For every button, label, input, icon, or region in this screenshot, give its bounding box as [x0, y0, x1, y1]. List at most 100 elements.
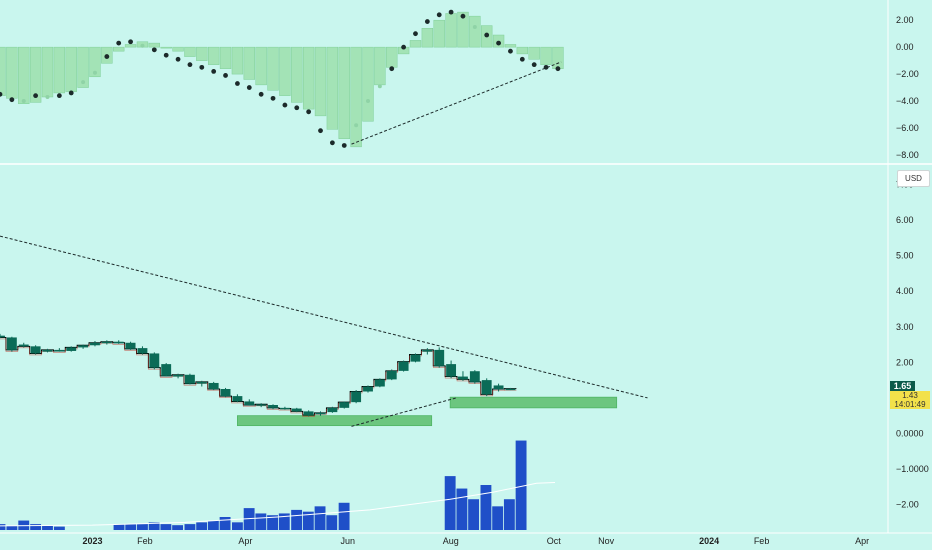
volume-bar	[314, 506, 326, 530]
oscillator-dot	[484, 32, 490, 38]
oscillator-dot	[21, 99, 26, 104]
oscillator-trendline	[351, 61, 562, 145]
oscillator-histogram-bar	[172, 46, 184, 52]
oscillator-histogram-bar	[207, 46, 220, 65]
volume-bar	[160, 524, 172, 530]
candle-body	[505, 388, 516, 391]
oscillator-dot	[413, 31, 418, 37]
oscillator-histogram-bar	[386, 46, 398, 68]
oscillator-dot	[341, 143, 347, 148]
oscillator-histogram-bar	[540, 46, 552, 65]
oscillator-dot	[68, 90, 74, 96]
price-tick-label: 3.00	[896, 322, 914, 332]
volume-bar	[515, 440, 527, 530]
volume-bar	[125, 524, 137, 530]
volume-bar	[196, 522, 208, 530]
oscillator-histogram-bar	[338, 46, 350, 140]
oscillator-dot	[329, 140, 335, 146]
oscillator-dot	[104, 54, 110, 59]
currency-label[interactable]: USD	[897, 170, 930, 187]
volume-ma-line	[0, 482, 556, 527]
time-axis-label: Apr	[238, 536, 252, 546]
candle-body	[434, 349, 445, 366]
support-zone	[237, 415, 433, 427]
oscillator-dot	[318, 128, 323, 134]
time-axis-label: 2023	[82, 536, 102, 546]
oscillator-histogram-bar	[279, 46, 291, 96]
oscillator-dot	[128, 39, 133, 45]
candle-body	[291, 408, 302, 412]
price-tick-label: 5.00	[896, 251, 914, 261]
oscillator-dot	[555, 66, 561, 72]
time-axis-label: 2024	[699, 536, 719, 546]
candle-body	[351, 391, 362, 403]
volume-bar	[302, 511, 314, 530]
time-axis-label: Nov	[598, 536, 615, 546]
price-tick-label: −1.0000	[896, 464, 929, 474]
oscillator-dot	[508, 48, 513, 54]
volume-bar	[219, 517, 231, 530]
oscillator-dot	[199, 64, 205, 70]
price-tick-label: 2.00	[896, 357, 914, 367]
oscillator-dot	[365, 99, 370, 104]
oscillator-dot	[401, 44, 407, 50]
oscillator-dot	[56, 93, 62, 99]
candle-body	[66, 347, 77, 351]
candle-body	[0, 335, 5, 338]
volume-bar	[30, 524, 42, 530]
oscillator-histogram-bar	[231, 46, 244, 75]
oscillator-histogram-bar	[314, 46, 327, 117]
oscillator-dot	[389, 66, 395, 72]
oscillator-dot	[151, 47, 157, 53]
time-axis: 2023 Feb Apr Jun Aug Oct Nov 2024 Feb Apr	[82, 536, 869, 546]
candle-body	[208, 382, 219, 389]
oscillator-histogram-bar	[291, 46, 303, 103]
candle-body	[422, 349, 433, 352]
volume-bar	[456, 488, 468, 530]
price-trendline	[351, 397, 457, 427]
candle-body	[481, 380, 492, 395]
volume-bar	[0, 524, 6, 530]
volume-bar	[42, 525, 53, 530]
candle-body	[232, 396, 243, 402]
oscillator-histogram-bar	[89, 46, 101, 78]
oscillator-histogram-bar	[41, 46, 54, 98]
oscillator-histogram-bar	[0, 46, 6, 96]
oscillator-dot	[246, 85, 252, 90]
oscillator-histogram-bar	[421, 28, 434, 48]
oscillator-histogram-bar	[516, 46, 529, 55]
oscillator-histogram-bar	[504, 44, 517, 48]
candle-body	[256, 404, 267, 406]
candle-body	[101, 341, 112, 344]
volume-bar	[6, 525, 18, 530]
oscillator-dot	[436, 12, 442, 18]
oscillator-dot	[235, 81, 240, 86]
oscillator-histogram-bar	[148, 42, 161, 48]
candle-body	[327, 407, 338, 413]
oscillator-dot	[175, 56, 181, 62]
oscillator-tick-label: 2.00	[896, 15, 914, 25]
oscillator-histogram-bar	[113, 46, 125, 52]
volume-bar	[444, 476, 456, 530]
volume-bar	[231, 522, 243, 530]
oscillator-dot	[270, 95, 276, 101]
volume-bar	[480, 485, 492, 530]
time-axis-label: Feb	[137, 536, 153, 546]
candle-body	[493, 385, 504, 389]
volume-bar	[468, 499, 480, 530]
volume-bar	[207, 520, 219, 530]
candle-body	[220, 389, 231, 397]
volume-bar	[338, 502, 350, 530]
oscillator-histogram-bar	[528, 46, 540, 60]
candle-body	[184, 374, 195, 384]
volume-bar	[255, 513, 267, 530]
candle-body	[137, 348, 148, 354]
oscillator-dot	[223, 73, 228, 78]
oscillator-histogram-bar	[255, 46, 267, 86]
candle-body	[303, 411, 314, 415]
oscillator-histogram-bar	[65, 46, 77, 92]
time-axis-label: Feb	[754, 536, 770, 546]
oscillator-dot	[211, 68, 217, 74]
oscillator-tick-label: −2.00	[896, 69, 919, 79]
